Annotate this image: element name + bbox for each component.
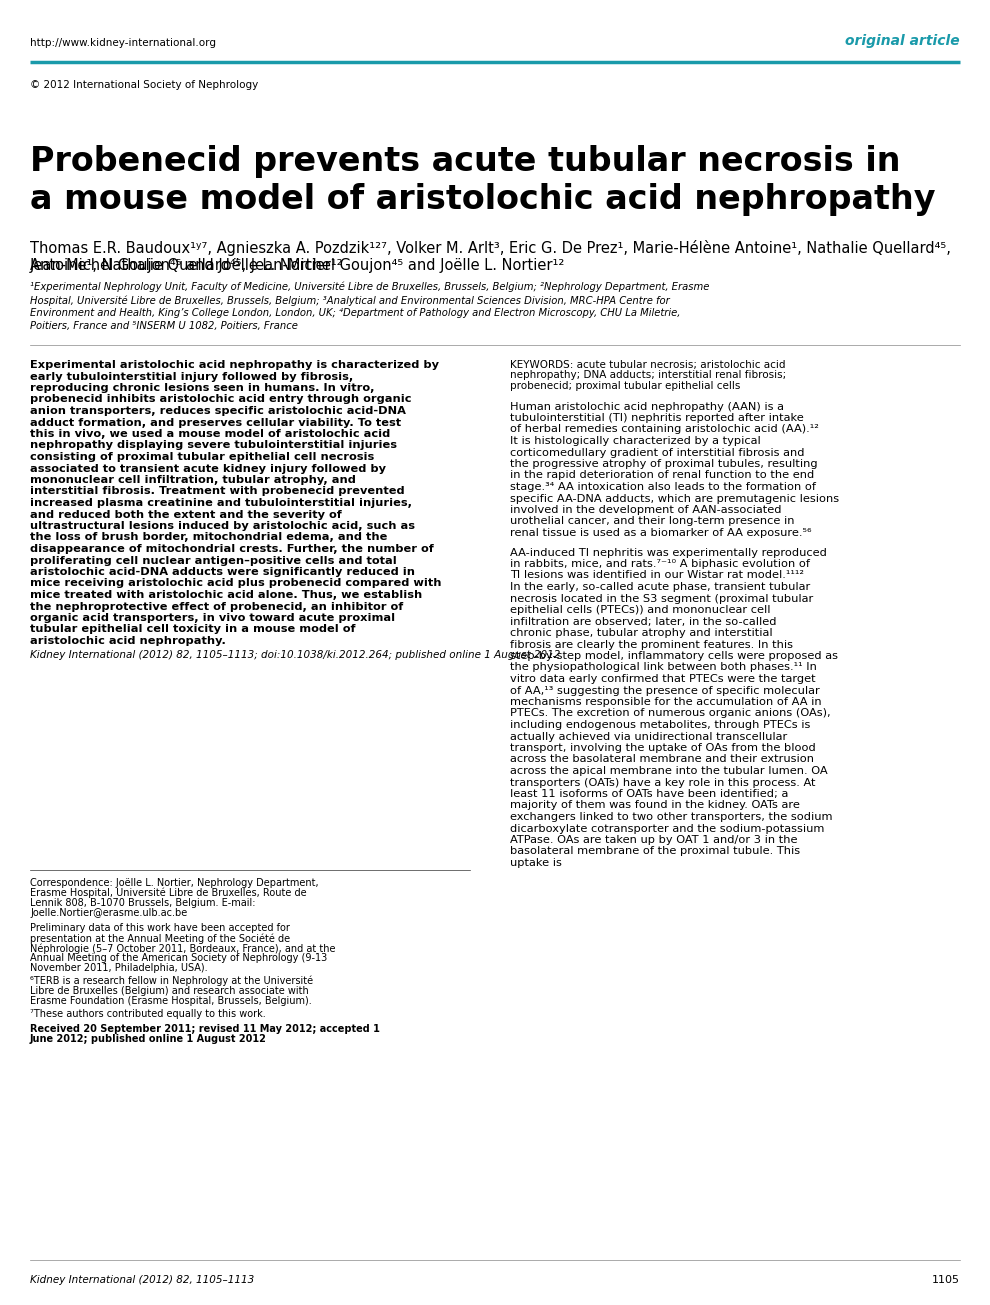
Text: mechanisms responsible for the accumulation of AA in: mechanisms responsible for the accumulat… <box>510 697 822 707</box>
Text: aristolochic acid nephropathy.: aristolochic acid nephropathy. <box>30 636 226 646</box>
Text: Preliminary data of this work have been accepted for: Preliminary data of this work have been … <box>30 923 290 933</box>
Text: adduct formation, and preserves cellular viability. To test: adduct formation, and preserves cellular… <box>30 418 401 428</box>
Text: original article: original article <box>845 34 960 48</box>
Text: corticomedullary gradient of interstitial fibrosis and: corticomedullary gradient of interstitia… <box>510 448 805 458</box>
Text: nephropathy; DNA adducts; interstitial renal fibrosis;: nephropathy; DNA adducts; interstitial r… <box>510 371 786 381</box>
Text: specific AA-DNA adducts, which are premutagenic lesions: specific AA-DNA adducts, which are premu… <box>510 493 840 504</box>
Text: early tubulointerstitial injury followed by fibrosis,: early tubulointerstitial injury followed… <box>30 372 353 381</box>
Text: this in vivo, we used a mouse model of aristolochic acid: this in vivo, we used a mouse model of a… <box>30 429 390 438</box>
Text: In the early, so-called acute phase, transient tubular: In the early, so-called acute phase, tra… <box>510 582 810 592</box>
Text: © 2012 International Society of Nephrology: © 2012 International Society of Nephrolo… <box>30 80 258 90</box>
Text: vitro data early confirmed that PTECs were the target: vitro data early confirmed that PTECs we… <box>510 673 816 684</box>
Text: 1105: 1105 <box>932 1275 960 1285</box>
Text: the progressive atrophy of proximal tubules, resulting: the progressive atrophy of proximal tubu… <box>510 459 818 468</box>
Text: transporters (OATs) have a key role in this process. At: transporters (OATs) have a key role in t… <box>510 778 816 787</box>
Text: Joelle.Nortier@erasme.ulb.ac.be: Joelle.Nortier@erasme.ulb.ac.be <box>30 908 187 917</box>
Text: PTECs. The excretion of numerous organic anions (OAs),: PTECs. The excretion of numerous organic… <box>510 709 831 719</box>
Text: epithelial cells (PTECs)) and mononuclear cell: epithelial cells (PTECs)) and mononuclea… <box>510 606 770 615</box>
Text: Thomas E.R. Baudoux¹ʸ⁷, Agnieszka A. Pozdzik¹²⁷, Volker M. Arlt³, Eric G. De Pre: Thomas E.R. Baudoux¹ʸ⁷, Agnieszka A. Poz… <box>30 240 950 274</box>
Text: a mouse model of aristolochic acid nephropathy: a mouse model of aristolochic acid nephr… <box>30 183 936 217</box>
Text: disappearance of mitochondrial crests. Further, the number of: disappearance of mitochondrial crests. F… <box>30 544 434 555</box>
Text: Correspondence: Joëlle L. Nortier, Nephrology Department,: Correspondence: Joëlle L. Nortier, Nephr… <box>30 878 319 887</box>
Text: chronic phase, tubular atrophy and interstitial: chronic phase, tubular atrophy and inter… <box>510 628 772 638</box>
Text: proliferating cell nuclear antigen–positive cells and total: proliferating cell nuclear antigen–posit… <box>30 556 397 565</box>
Text: including endogenous metabolites, through PTECs is: including endogenous metabolites, throug… <box>510 720 811 729</box>
Text: Néphrologie (5–7 October 2011, Bordeaux, France), and at the: Néphrologie (5–7 October 2011, Bordeaux,… <box>30 944 336 954</box>
Text: probenecid inhibits aristolochic acid entry through organic: probenecid inhibits aristolochic acid en… <box>30 394 412 405</box>
Text: renal tissue is used as a biomarker of AA exposure.⁵⁶: renal tissue is used as a biomarker of A… <box>510 529 812 538</box>
Text: consisting of proximal tubular epithelial cell necrosis: consisting of proximal tubular epithelia… <box>30 452 374 462</box>
Text: mice treated with aristolochic acid alone. Thus, we establish: mice treated with aristolochic acid alon… <box>30 590 423 600</box>
Text: probenecid; proximal tubular epithelial cells: probenecid; proximal tubular epithelial … <box>510 381 741 392</box>
Text: step-by-step model, inflammatory cells were proposed as: step-by-step model, inflammatory cells w… <box>510 651 838 662</box>
Text: Libre de Bruxelles (Belgium) and research associate with: Libre de Bruxelles (Belgium) and researc… <box>30 987 309 996</box>
Text: exchangers linked to two other transporters, the sodium: exchangers linked to two other transport… <box>510 812 833 822</box>
Text: Human aristolochic acid nephropathy (AAN) is a: Human aristolochic acid nephropathy (AAN… <box>510 402 784 411</box>
Text: nephropathy displaying severe tubulointerstitial injuries: nephropathy displaying severe tubulointe… <box>30 441 397 450</box>
Text: ¹Experimental Nephrology Unit, Faculty of Medicine, Université Libre de Bruxelle: ¹Experimental Nephrology Unit, Faculty o… <box>30 282 710 292</box>
Text: the physiopathological link between both phases.¹¹ In: the physiopathological link between both… <box>510 663 817 672</box>
Text: KEYWORDS: acute tubular necrosis; aristolochic acid: KEYWORDS: acute tubular necrosis; aristo… <box>510 360 785 371</box>
Text: increased plasma creatinine and tubulointerstitial injuries,: increased plasma creatinine and tubuloin… <box>30 499 412 508</box>
Text: interstitial fibrosis. Treatment with probenecid prevented: interstitial fibrosis. Treatment with pr… <box>30 487 405 496</box>
Text: November 2011, Philadelphia, USA).: November 2011, Philadelphia, USA). <box>30 963 208 974</box>
Text: aristolochic acid-DNA adducts were significantly reduced in: aristolochic acid-DNA adducts were signi… <box>30 566 415 577</box>
Text: June 2012; published online 1 August 2012: June 2012; published online 1 August 201… <box>30 1034 267 1044</box>
Text: transport, involving the uptake of OAs from the blood: transport, involving the uptake of OAs f… <box>510 743 816 753</box>
Text: Antoine¹, Nathalie Quellard⁴⁵, Jean-Michel Goujon⁴⁵ and Joëlle L. Nortier¹²: Antoine¹, Nathalie Quellard⁴⁵, Jean-Mich… <box>30 258 564 273</box>
Text: It is histologically characterized by a typical: It is histologically characterized by a … <box>510 436 760 446</box>
Text: the nephroprotective effect of probenecid, an inhibitor of: the nephroprotective effect of probeneci… <box>30 602 403 612</box>
Text: ATPase. OAs are taken up by OAT 1 and/or 3 in the: ATPase. OAs are taken up by OAT 1 and/or… <box>510 835 798 846</box>
Text: basolateral membrane of the proximal tubule. This: basolateral membrane of the proximal tub… <box>510 847 800 856</box>
Text: Hospital, Université Libre de Bruxelles, Brussels, Belgium; ³Analytical and Envi: Hospital, Université Libre de Bruxelles,… <box>30 295 670 305</box>
Text: Poitiers, France and ⁵INSERM U 1082, Poitiers, France: Poitiers, France and ⁵INSERM U 1082, Poi… <box>30 321 298 331</box>
Text: Probenecid prevents acute tubular necrosis in: Probenecid prevents acute tubular necros… <box>30 145 901 177</box>
Text: organic acid transporters, in vivo toward acute proximal: organic acid transporters, in vivo towar… <box>30 613 395 622</box>
Text: ⁷These authors contributed equally to this work.: ⁷These authors contributed equally to th… <box>30 1009 265 1019</box>
Text: infiltration are observed; later, in the so-called: infiltration are observed; later, in the… <box>510 616 776 626</box>
Text: Annual Meeting of the American Society of Nephrology (9-13: Annual Meeting of the American Society o… <box>30 953 328 963</box>
Text: http://www.kidney-international.org: http://www.kidney-international.org <box>30 38 216 48</box>
Text: across the basolateral membrane and their extrusion: across the basolateral membrane and thei… <box>510 754 814 765</box>
Text: least 11 isoforms of OATs have been identified; a: least 11 isoforms of OATs have been iden… <box>510 790 788 799</box>
Text: tubulointerstitial (TI) nephritis reported after intake: tubulointerstitial (TI) nephritis report… <box>510 412 804 423</box>
Text: ⁶TERB is a research fellow in Nephrology at the Université: ⁶TERB is a research fellow in Nephrology… <box>30 976 313 987</box>
Text: uptake is: uptake is <box>510 857 562 868</box>
Text: TI lesions was identified in our Wistar rat model.¹¹¹²: TI lesions was identified in our Wistar … <box>510 570 804 581</box>
Text: mice receiving aristolochic acid plus probenecid compared with: mice receiving aristolochic acid plus pr… <box>30 578 442 589</box>
Text: reproducing chronic lesions seen in humans. In vitro,: reproducing chronic lesions seen in huma… <box>30 382 374 393</box>
Text: involved in the development of AAN-associated: involved in the development of AAN-assoc… <box>510 505 781 515</box>
Text: of AA,¹³ suggesting the presence of specific molecular: of AA,¹³ suggesting the presence of spec… <box>510 685 820 696</box>
Text: Experimental aristolochic acid nephropathy is characterized by: Experimental aristolochic acid nephropat… <box>30 360 439 371</box>
Text: Environment and Health, King’s College London, London, UK; ⁴Department of Pathol: Environment and Health, King’s College L… <box>30 308 680 318</box>
Text: tubular epithelial cell toxicity in a mouse model of: tubular epithelial cell toxicity in a mo… <box>30 625 355 634</box>
Text: Erasme Hospital, Université Libre de Bruxelles, Route de: Erasme Hospital, Université Libre de Bru… <box>30 887 307 899</box>
Text: Lennik 808, B-1070 Brussels, Belgium. E-mail:: Lennik 808, B-1070 Brussels, Belgium. E-… <box>30 898 255 908</box>
Text: fibrosis are clearly the prominent features. In this: fibrosis are clearly the prominent featu… <box>510 639 793 650</box>
Text: the loss of brush border, mitochondrial edema, and the: the loss of brush border, mitochondrial … <box>30 532 387 543</box>
Text: AA-induced TI nephritis was experimentally reproduced: AA-induced TI nephritis was experimental… <box>510 548 827 557</box>
Text: anion transporters, reduces specific aristolochic acid-DNA: anion transporters, reduces specific ari… <box>30 406 406 416</box>
Text: associated to transient acute kidney injury followed by: associated to transient acute kidney inj… <box>30 463 386 474</box>
Text: actually achieved via unidirectional transcellular: actually achieved via unidirectional tra… <box>510 732 787 741</box>
Text: mononuclear cell infiltration, tubular atrophy, and: mononuclear cell infiltration, tubular a… <box>30 475 355 485</box>
Text: presentation at the Annual Meeting of the Société de: presentation at the Annual Meeting of th… <box>30 933 290 944</box>
Text: stage.³⁴ AA intoxication also leads to the formation of: stage.³⁴ AA intoxication also leads to t… <box>510 482 816 492</box>
Text: dicarboxylate cotransporter and the sodium-potassium: dicarboxylate cotransporter and the sodi… <box>510 823 825 834</box>
Text: ultrastructural lesions induced by aristolochic acid, such as: ultrastructural lesions induced by arist… <box>30 521 415 531</box>
Text: in the rapid deterioration of renal function to the end: in the rapid deterioration of renal func… <box>510 471 814 480</box>
Text: Received 20 September 2011; revised 11 May 2012; accepted 1: Received 20 September 2011; revised 11 M… <box>30 1024 380 1034</box>
Text: Kidney International (2012) 82, 1105–1113; doi:10.1038/ki.2012.264; published on: Kidney International (2012) 82, 1105–111… <box>30 650 560 660</box>
Text: majority of them was found in the kidney. OATs are: majority of them was found in the kidney… <box>510 800 800 810</box>
Text: of herbal remedies containing aristolochic acid (AA).¹²: of herbal remedies containing aristoloch… <box>510 424 819 435</box>
Text: and reduced both the extent and the severity of: and reduced both the extent and the seve… <box>30 509 342 519</box>
Text: urothelial cancer, and their long-term presence in: urothelial cancer, and their long-term p… <box>510 517 795 526</box>
Text: necrosis located in the S3 segment (proximal tubular: necrosis located in the S3 segment (prox… <box>510 594 813 603</box>
Text: in rabbits, mice, and rats.⁷⁻¹⁰ A biphasic evolution of: in rabbits, mice, and rats.⁷⁻¹⁰ A biphas… <box>510 559 810 569</box>
Text: Kidney International (2012) 82, 1105–1113: Kidney International (2012) 82, 1105–111… <box>30 1275 254 1285</box>
Text: Erasme Foundation (Erasme Hospital, Brussels, Belgium).: Erasme Foundation (Erasme Hospital, Brus… <box>30 996 312 1006</box>
Text: across the apical membrane into the tubular lumen. OA: across the apical membrane into the tubu… <box>510 766 828 776</box>
